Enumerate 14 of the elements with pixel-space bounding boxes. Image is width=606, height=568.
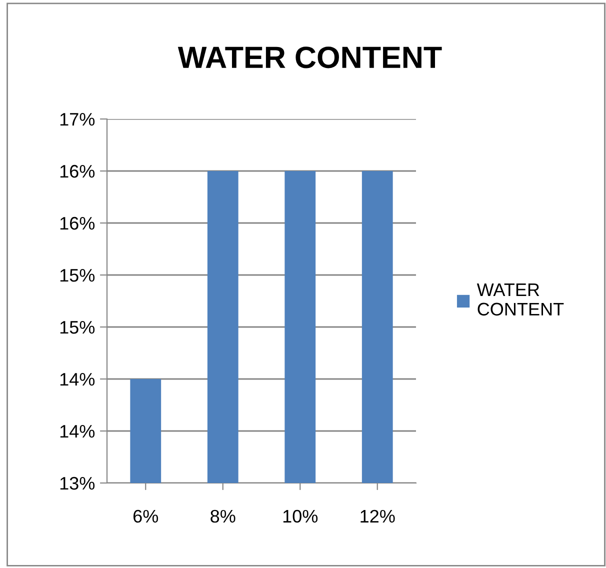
- x-tick-label: 8%: [210, 510, 236, 523]
- y-tick-label: 15%: [60, 321, 95, 334]
- x-tick-label: 10%: [283, 510, 318, 523]
- legend-label: WATER CONTENT: [476, 284, 564, 316]
- x-tick-label: 6%: [133, 510, 158, 523]
- chart-title: WATER CONTENT: [178, 46, 442, 68]
- x-tick-label: 12%: [360, 510, 395, 523]
- y-tick-label: 13%: [60, 476, 95, 490]
- y-tick-label: 16%: [60, 216, 95, 230]
- y-tick-label: 15%: [60, 269, 95, 282]
- y-tick-label: 14%: [60, 425, 95, 438]
- y-tick-label: 14%: [60, 373, 95, 386]
- y-tick-label: 16%: [60, 164, 95, 178]
- y-tick-label: 17%: [60, 113, 95, 126]
